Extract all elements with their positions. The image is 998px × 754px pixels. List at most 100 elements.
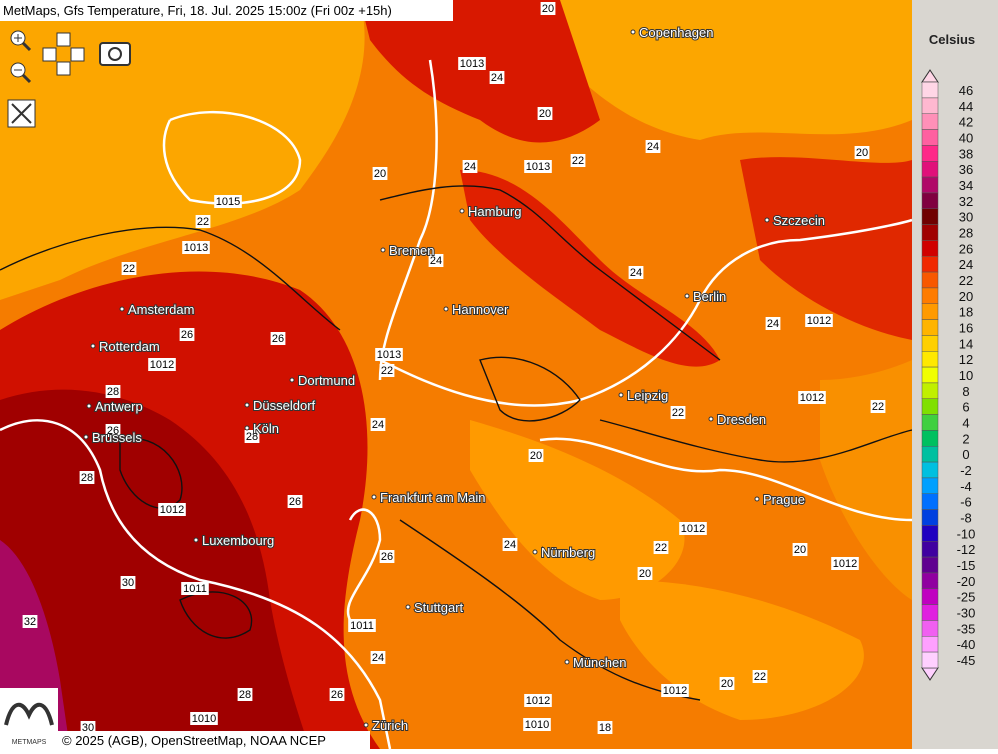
contour-label-box [79, 471, 95, 484]
contour-label-box [489, 71, 505, 84]
sea-north [0, 0, 365, 300]
attribution: © 2025 (AGB), OpenStreetMap, NOAA NCEP [62, 733, 326, 748]
legend-label: 44 [959, 99, 973, 114]
legend-label: 30 [959, 210, 973, 225]
city-label: Zürich [372, 718, 408, 733]
legend-label: 4 [962, 416, 969, 431]
contour-label: 26 [272, 333, 284, 345]
contour-label-box [798, 391, 826, 404]
legend-swatch [921, 604, 939, 621]
city-dot [371, 494, 377, 500]
legend-label: 46 [959, 83, 973, 98]
city-label: Prague [763, 492, 805, 507]
contour-label: 24 [647, 141, 659, 153]
contour-label-box [158, 503, 186, 516]
legend-title: Celsius [929, 32, 975, 47]
contour-label: 24 [491, 72, 503, 84]
city-dot [90, 343, 96, 349]
legend-label: -25 [957, 590, 976, 605]
legend-label: 18 [959, 305, 973, 320]
contour-label: 1015 [216, 196, 240, 208]
contour-label-box [540, 2, 556, 15]
contour-label: 26 [331, 689, 343, 701]
legend-swatch [921, 271, 939, 289]
legend-swatch [921, 335, 939, 352]
contour-label-box [792, 543, 808, 556]
contour-label-box [370, 418, 386, 431]
contour-label-box [765, 317, 781, 330]
city-label: Copenhagen [639, 25, 713, 40]
city-dot [532, 549, 538, 555]
city-dot [618, 392, 624, 398]
east-cool [820, 360, 912, 600]
legend-swatch [921, 129, 939, 146]
contour-label-box [870, 400, 886, 413]
zoom-out[interactable] [10, 62, 32, 84]
legend-swatch [921, 256, 939, 273]
city-dot [244, 425, 250, 431]
legend-swatch [921, 556, 939, 574]
city-label: Bremen [389, 243, 435, 258]
contour-label: 22 [754, 671, 766, 683]
contour-labels: 20 1013 24 20 22 24 1013 20 24 20 1015 22 1013 22 24 26… [22, 2, 886, 734]
city-label: Dresden [717, 412, 766, 427]
city-label: Nürnberg [541, 545, 595, 560]
contour-label-box [524, 694, 552, 707]
legend-label: 20 [959, 289, 973, 304]
contour-label: 22 [872, 401, 884, 413]
city-dot [119, 306, 125, 312]
legend-label: 22 [959, 273, 973, 288]
screenshot-button[interactable] [99, 42, 131, 66]
contour-label-box [80, 721, 96, 734]
contour-label-box [121, 262, 137, 275]
legend-label: 42 [959, 115, 973, 130]
contour-label-box [458, 57, 486, 70]
city-label: Dortmund [298, 373, 355, 388]
contour-label: 20 [374, 168, 386, 180]
contour-label: 1010 [192, 713, 216, 725]
poland-warm [740, 157, 912, 340]
contour-label-box [854, 146, 870, 159]
pan-controls[interactable] [42, 32, 85, 76]
contour-label-box [537, 107, 553, 120]
contour-label: 30 [122, 577, 134, 589]
city-label: Stuttgart [414, 600, 464, 615]
legend-swatch [921, 651, 939, 669]
city-dot [380, 247, 386, 253]
contour-label: 24 [464, 161, 476, 173]
contour-label: 1012 [526, 695, 550, 707]
legend-swatch [921, 477, 939, 494]
fullscreen-button[interactable] [7, 99, 36, 128]
legend-swatch [921, 81, 939, 99]
legend-label: 36 [959, 162, 973, 177]
contour-label: 1012 [681, 523, 705, 535]
legend-swatch [921, 509, 939, 526]
legend-label: -45 [957, 653, 976, 668]
city-dot [363, 722, 369, 728]
zoom-in[interactable] [10, 30, 32, 52]
legend-label: 28 [959, 226, 973, 241]
legend-swatch [921, 366, 939, 384]
contour-label: 1011 [350, 620, 374, 632]
contour-label-box [148, 358, 176, 371]
legend-swatch [921, 319, 939, 336]
city-labels: Copenhagen Hamburg Szczecin Bremen Berlin Ams… [83, 24, 826, 734]
logo-mark [4, 702, 54, 726]
legend-label: 0 [962, 447, 969, 462]
legend-swatch [921, 161, 939, 178]
contour-label-box [679, 522, 707, 535]
contour-label-box [270, 332, 286, 345]
legend-label: 2 [962, 431, 969, 446]
attribution-box [58, 731, 370, 749]
legend-label: -30 [957, 606, 976, 621]
contour-label: 1012 [800, 392, 824, 404]
contour-label-box [523, 718, 551, 731]
contour-label-box [181, 582, 209, 595]
city-label: Köln [253, 421, 279, 436]
legend-swatch [921, 461, 939, 479]
contour-label: 26 [107, 425, 119, 437]
city-label: Berlin [693, 289, 726, 304]
contour-label: 18 [599, 722, 611, 734]
contour-label-box [179, 328, 195, 341]
